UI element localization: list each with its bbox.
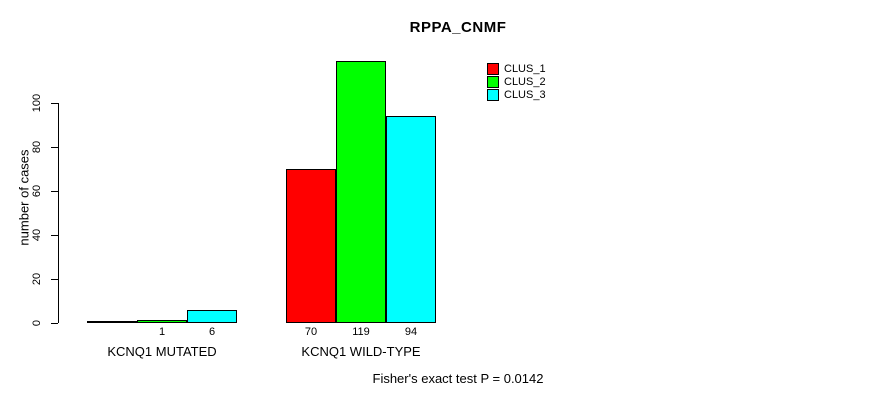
legend-item: CLUS_2	[487, 75, 546, 88]
y-tick-label: 20	[31, 272, 43, 286]
x-category-label: KCNQ1 MUTATED	[107, 344, 217, 359]
y-tick-label: 0	[31, 319, 43, 327]
y-tick	[51, 191, 58, 192]
legend-swatch-clus-1	[487, 62, 499, 75]
bar-value-label: 94	[404, 326, 418, 338]
legend-label: CLUS_1	[504, 62, 546, 75]
y-tick-label: 40	[31, 228, 43, 242]
bar-clus-3	[187, 310, 237, 323]
y-tick	[51, 235, 58, 236]
y-axis-line	[58, 103, 59, 323]
y-axis-title: number of cases	[16, 149, 32, 246]
legend-swatch-clus-2	[487, 75, 499, 88]
bar-value-label: 119	[352, 326, 370, 338]
y-tick-label: 60	[31, 184, 43, 198]
legend-label: CLUS_3	[504, 88, 546, 101]
bar-clus-2	[336, 61, 386, 323]
bar-clus-3	[386, 116, 436, 323]
legend-item: CLUS_3	[487, 88, 546, 101]
bar-clus-1	[286, 169, 336, 323]
bar-clus-2	[137, 320, 187, 323]
x-category-label: KCNQ1 WILD-TYPE	[301, 344, 421, 359]
y-tick-label: 80	[31, 140, 43, 154]
legend-swatch-clus-3	[487, 88, 499, 101]
legend-item: CLUS_1	[487, 62, 546, 75]
y-tick	[51, 279, 58, 280]
bar-value-label: 6	[208, 326, 216, 338]
y-tick	[51, 147, 58, 148]
bar-value-label: 70	[304, 326, 318, 338]
legend-label: CLUS_2	[504, 75, 546, 88]
y-tick	[51, 323, 58, 324]
chart-title: RPPA_CNMF	[409, 19, 507, 36]
bar-value-label: 1	[158, 326, 166, 338]
annotation-text: Fisher's exact test P = 0.0142	[372, 371, 544, 386]
legend: CLUS_1 CLUS_2 CLUS_3	[487, 62, 546, 101]
y-tick-label: 100	[31, 93, 43, 113]
y-tick	[51, 103, 58, 104]
bar-clus-1	[87, 321, 137, 323]
